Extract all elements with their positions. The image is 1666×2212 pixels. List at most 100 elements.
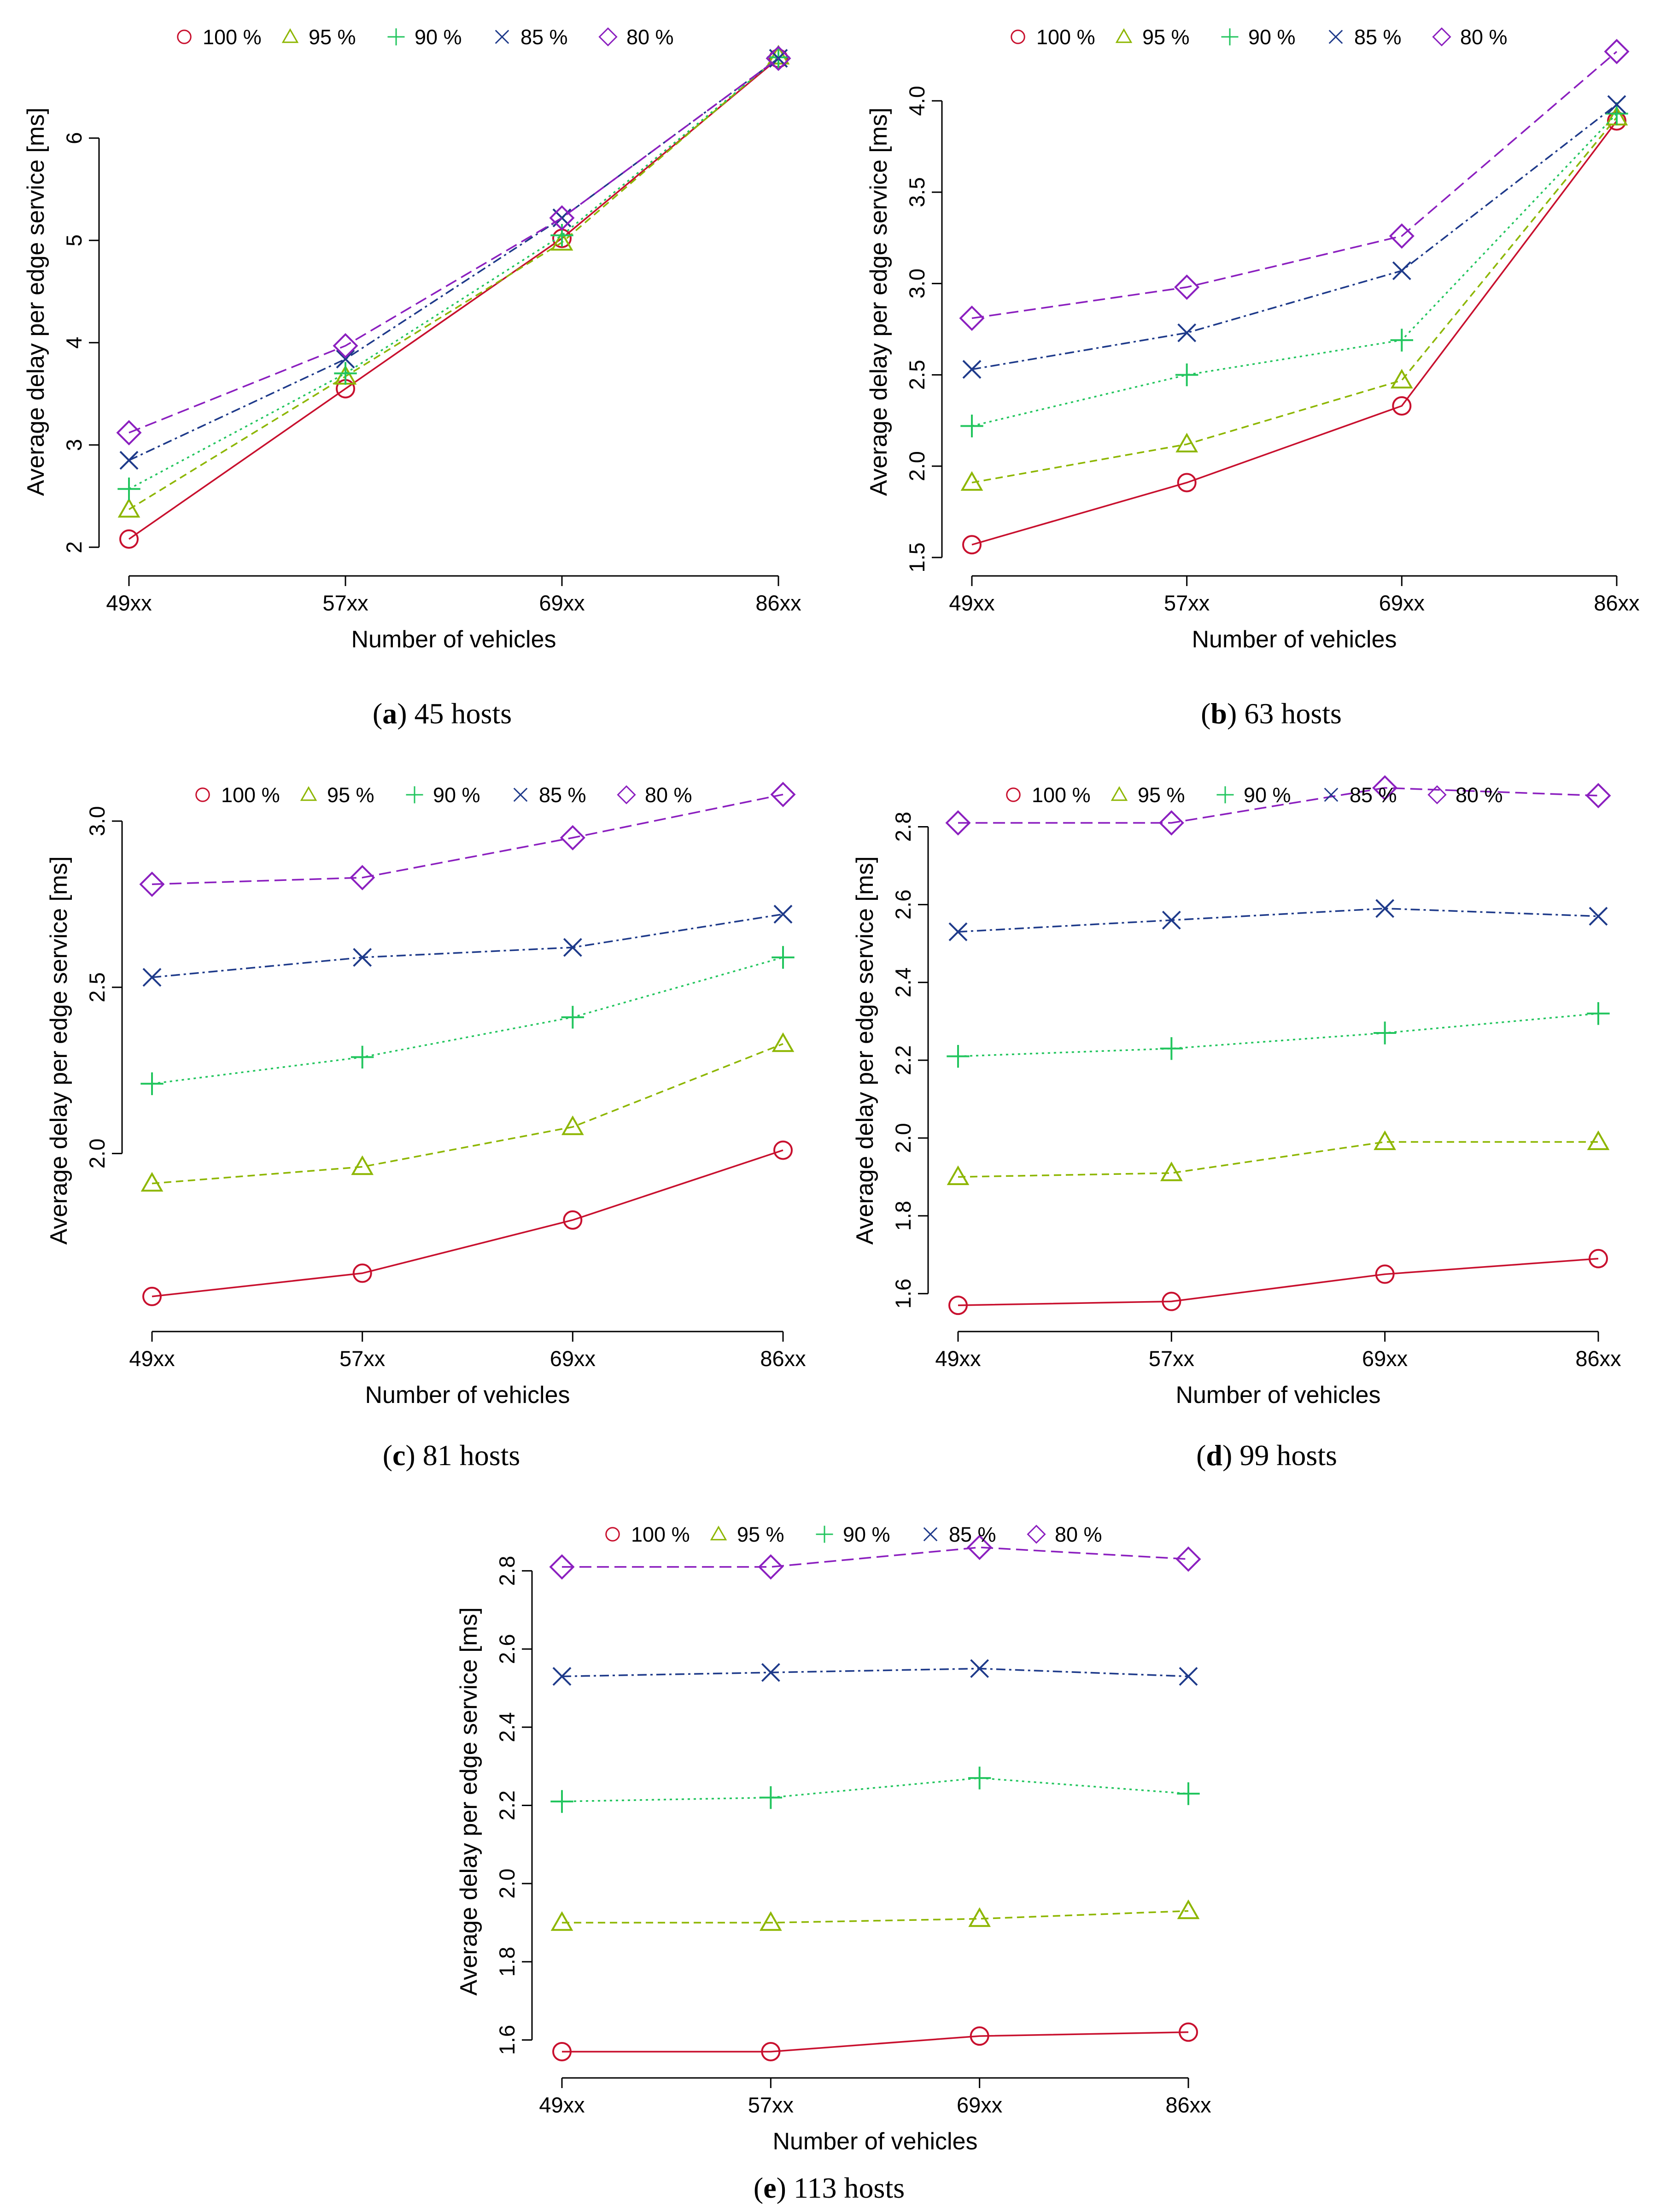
- x-tick-label: 69xx: [1362, 1346, 1408, 1371]
- data-point: [117, 498, 140, 518]
- legend-marker: [598, 27, 618, 47]
- legend-label: 100 %: [221, 783, 280, 807]
- data-point: [1375, 899, 1395, 918]
- data-point: [1389, 223, 1415, 249]
- data-point: [1374, 1130, 1397, 1150]
- data-point: [959, 305, 985, 331]
- y-tick-label: 2.0: [85, 1138, 109, 1168]
- data-point: [560, 825, 585, 851]
- data-point: [1392, 396, 1412, 416]
- data-point: [945, 810, 971, 836]
- legend-marker: [816, 1526, 833, 1543]
- legend-label: 95 %: [1138, 783, 1185, 807]
- data-point: [350, 865, 375, 891]
- legend-marker: [495, 29, 509, 44]
- legend-marker: [1221, 28, 1239, 46]
- legend-marker: [406, 786, 423, 804]
- y-axis-title: Average delay per edge service [ms]: [852, 856, 878, 1244]
- data-point: [351, 1045, 374, 1069]
- legend-marker: [513, 787, 528, 802]
- legend-marker: [1115, 28, 1133, 43]
- data-point: [1585, 783, 1611, 809]
- legend-label: 95 %: [327, 783, 374, 807]
- data-point: [968, 1907, 991, 1927]
- panel-caption: (b) 63 hosts: [1201, 697, 1342, 730]
- y-tick-label: 1.5: [905, 542, 929, 572]
- legend-label: 95 %: [1142, 25, 1190, 49]
- legend-label: 85 %: [1350, 783, 1397, 807]
- legend-marker: [195, 787, 210, 802]
- legend-label: 90 %: [1244, 783, 1291, 807]
- x-axis-title: Number of vehicles: [365, 1382, 570, 1408]
- data-point: [766, 46, 791, 71]
- data-point: [1604, 39, 1630, 65]
- legend-label: 95 %: [737, 1523, 784, 1546]
- data-point: [770, 781, 796, 807]
- legend-marker: [1111, 786, 1128, 801]
- data-point: [1174, 274, 1200, 300]
- y-tick-label: 1.6: [495, 2025, 519, 2055]
- data-point: [1587, 1130, 1610, 1150]
- data-point: [1158, 810, 1184, 836]
- y-tick-label: 2.6: [891, 890, 915, 920]
- data-point: [967, 1534, 993, 1561]
- y-tick-label: 2.4: [495, 1712, 519, 1742]
- y-tick-label: 6: [62, 132, 86, 144]
- y-tick-label: 2.8: [891, 812, 915, 842]
- data-point: [773, 1140, 793, 1160]
- data-point: [1162, 1291, 1181, 1311]
- x-tick-label: 57xx: [748, 2093, 794, 2117]
- y-tick-label: 1.8: [495, 1947, 519, 1977]
- data-point: [968, 1766, 991, 1790]
- x-tick-label: 86xx: [1575, 1346, 1621, 1371]
- legend-label: 80 %: [626, 25, 674, 49]
- y-tick-label: 2.6: [495, 1634, 519, 1664]
- y-axis-title: Average delay per edge service [ms]: [456, 1607, 482, 1995]
- series-line-3: [971, 113, 1618, 427]
- data-point: [970, 2026, 989, 2046]
- data-point: [1160, 1162, 1183, 1181]
- series-line-1: [152, 1149, 783, 1297]
- data-point: [550, 231, 573, 251]
- data-point: [1390, 369, 1413, 389]
- data-point: [1179, 2022, 1198, 2042]
- data-point: [334, 362, 357, 385]
- legend-marker: [923, 1527, 938, 1542]
- y-tick-label: 2.2: [495, 1790, 519, 1820]
- series-line-3: [152, 956, 783, 1085]
- data-point: [948, 922, 968, 941]
- x-axis-title: Number of vehicles: [1175, 1382, 1380, 1408]
- y-tick-label: 2.5: [905, 360, 929, 390]
- data-point: [1177, 473, 1197, 493]
- data-point: [552, 1667, 572, 1686]
- x-tick-label: 57xx: [1164, 591, 1210, 615]
- data-point: [116, 420, 142, 446]
- data-point: [563, 938, 582, 957]
- y-tick-label: 3.5: [905, 177, 929, 207]
- series-line-5: [971, 51, 1618, 319]
- data-point: [142, 1286, 162, 1306]
- data-point: [1392, 261, 1411, 281]
- series-line-2: [562, 1910, 1189, 1924]
- series-line-4: [958, 908, 1599, 933]
- data-point: [970, 1659, 989, 1678]
- legend-marker: [177, 29, 192, 44]
- y-tick-label: 2.2: [891, 1045, 915, 1075]
- series-line-2: [152, 1043, 783, 1185]
- data-point: [140, 1172, 164, 1192]
- series-line-2: [971, 117, 1618, 484]
- y-tick-label: 4: [62, 337, 86, 349]
- series-line-4: [129, 58, 779, 461]
- data-point: [333, 333, 358, 358]
- x-tick-label: 49xx: [129, 1346, 175, 1371]
- series-line-3: [958, 1013, 1599, 1057]
- legend-marker: [387, 28, 405, 46]
- series-line-5: [129, 58, 779, 434]
- y-tick-label: 5: [62, 235, 86, 246]
- x-tick-label: 69xx: [957, 2093, 1002, 2117]
- data-point: [1589, 907, 1608, 926]
- legend-marker: [617, 785, 636, 804]
- x-tick-label: 49xx: [106, 591, 152, 615]
- data-point: [960, 471, 983, 491]
- series-line-4: [561, 1667, 1189, 1678]
